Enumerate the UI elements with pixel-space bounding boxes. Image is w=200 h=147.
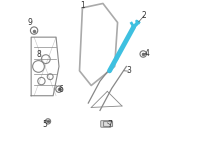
FancyBboxPatch shape: [101, 121, 111, 127]
Text: 2: 2: [142, 11, 146, 20]
Text: 5: 5: [42, 120, 47, 129]
Text: 6: 6: [58, 85, 63, 94]
Text: 8: 8: [37, 50, 42, 59]
Text: 4: 4: [144, 49, 149, 58]
Text: 3: 3: [126, 66, 131, 75]
Text: 1: 1: [80, 1, 85, 10]
Text: 7: 7: [108, 120, 113, 129]
Text: 9: 9: [28, 18, 33, 27]
Bar: [103, 121, 112, 127]
